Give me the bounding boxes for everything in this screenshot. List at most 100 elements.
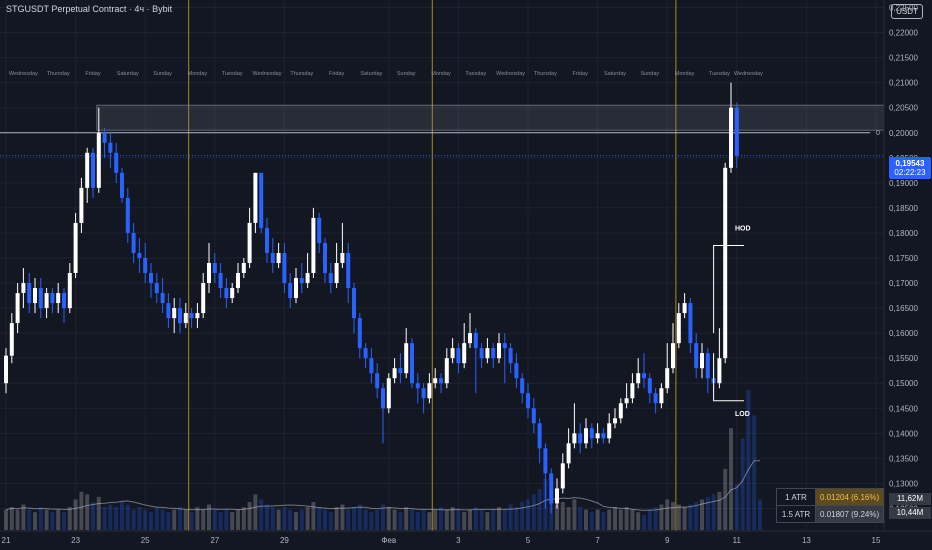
volume-bar bbox=[282, 507, 287, 530]
volume-bar bbox=[62, 512, 66, 530]
candle-body bbox=[618, 403, 623, 419]
price-tick-label: 0,14500 bbox=[889, 404, 918, 413]
currency-label[interactable]: USDT bbox=[891, 4, 923, 19]
weekday-label: Tuesday bbox=[465, 71, 486, 77]
price-tick-label: 0,17500 bbox=[889, 254, 918, 263]
candle-body bbox=[102, 132, 107, 143]
volume-bar bbox=[705, 496, 710, 530]
weekday-label: Sunday bbox=[640, 71, 659, 77]
candle-body bbox=[352, 288, 356, 319]
volume-bar bbox=[410, 509, 414, 530]
candle-body bbox=[607, 423, 612, 439]
volume-bar bbox=[195, 507, 200, 530]
candle-body bbox=[125, 197, 130, 233]
last-price: 0,19543 bbox=[895, 159, 925, 168]
volume-bar bbox=[601, 512, 606, 530]
volume-bar bbox=[276, 509, 281, 530]
candle-body bbox=[212, 262, 217, 274]
atr-value: 0.01204 (6.16%) bbox=[814, 488, 885, 506]
volume-bar bbox=[688, 504, 693, 530]
volume-bar bbox=[531, 494, 536, 530]
candle-body bbox=[439, 378, 443, 384]
volume-bar bbox=[398, 512, 403, 530]
time-tick-label: 15 bbox=[872, 536, 881, 545]
candle-body bbox=[526, 393, 530, 409]
weekday-label: Wednesday bbox=[9, 71, 38, 77]
volume-bar bbox=[160, 509, 165, 530]
volume-bar bbox=[178, 507, 182, 530]
volume-bar bbox=[56, 509, 61, 530]
candle-body bbox=[630, 383, 635, 399]
candle-body bbox=[415, 383, 420, 389]
candle-body bbox=[392, 368, 397, 379]
volume-bar bbox=[79, 491, 84, 530]
price-tick-label: 0,15500 bbox=[889, 354, 918, 363]
time-axis[interactable]: 21 23 25 27 29 Фев 3 5 7 9 11 13 15 bbox=[2, 536, 881, 545]
candle-body bbox=[705, 353, 710, 379]
candle-body bbox=[549, 473, 554, 504]
volume-bar bbox=[172, 509, 177, 530]
weekday-labels: Wednesday Thursday Friday Saturday Sunday Mon… bbox=[9, 71, 763, 77]
volume-bar bbox=[369, 512, 374, 530]
volume-bar bbox=[33, 512, 37, 530]
weekday-label: Sunday bbox=[397, 71, 416, 77]
weekday-label: Sunday bbox=[153, 71, 172, 77]
price-tick-label: 0,22500 bbox=[889, 4, 918, 13]
volume-bar bbox=[323, 509, 327, 530]
candle-body bbox=[357, 318, 362, 349]
volume-bar bbox=[433, 509, 438, 530]
time-tick-label: 29 bbox=[280, 536, 289, 545]
candle-body bbox=[183, 313, 188, 324]
volume-ma-tag: 10,44M bbox=[889, 507, 931, 519]
volume-bar bbox=[624, 507, 629, 530]
volume-bar bbox=[526, 499, 530, 530]
candle-body bbox=[230, 288, 235, 299]
time-tick-label: 13 bbox=[802, 536, 811, 545]
candle-body bbox=[259, 172, 264, 228]
candle-body bbox=[642, 373, 646, 379]
volume-bar bbox=[218, 512, 223, 530]
candle-body bbox=[137, 252, 142, 258]
candle-body bbox=[189, 313, 194, 319]
candle-body bbox=[323, 242, 327, 274]
candle-body bbox=[694, 343, 699, 369]
volume-bar bbox=[456, 509, 461, 530]
candle-body bbox=[497, 343, 501, 359]
volume-bar bbox=[578, 507, 583, 530]
price-tick-label: 0,15000 bbox=[889, 379, 918, 388]
time-tick-label: 27 bbox=[210, 536, 219, 545]
volume-bar bbox=[305, 507, 310, 530]
weekday-label: Wednesday bbox=[734, 71, 763, 77]
weekday-label: Monday bbox=[675, 71, 695, 77]
volume-bar bbox=[537, 489, 542, 530]
candle-body bbox=[665, 368, 670, 389]
weekday-label: Saturday bbox=[117, 71, 139, 77]
volume-bar bbox=[746, 390, 751, 530]
volume-bar bbox=[363, 509, 368, 530]
volume-bar bbox=[636, 512, 641, 530]
candle-body bbox=[91, 152, 95, 188]
chart-grid bbox=[0, 0, 884, 531]
volume-bar bbox=[659, 504, 664, 530]
price-axis[interactable]: 0,125000,130000,135000,140000,145000,150… bbox=[889, 4, 918, 514]
volume-bar bbox=[572, 499, 577, 530]
volume-bar bbox=[299, 509, 304, 530]
volume-bar bbox=[346, 509, 351, 530]
candle-body bbox=[85, 152, 90, 188]
chart-title: STGUSDT Perpetual Contract · 4ч · Bybit bbox=[6, 4, 173, 14]
price-tick-label: 0,19000 bbox=[889, 179, 918, 188]
time-tick-label: Фев bbox=[381, 536, 396, 545]
weekday-label: Saturday bbox=[360, 71, 382, 77]
volume-bar bbox=[15, 509, 20, 530]
volume-bar bbox=[729, 428, 733, 530]
candle-body bbox=[456, 348, 461, 364]
time-tick-label: 5 bbox=[526, 536, 531, 545]
candle-body bbox=[566, 443, 571, 464]
candle-body bbox=[201, 283, 206, 314]
candle-body bbox=[363, 348, 368, 359]
volume-bar bbox=[311, 502, 316, 530]
volume-bar bbox=[114, 507, 119, 530]
volume-bars bbox=[4, 390, 762, 530]
candle-body bbox=[247, 222, 252, 263]
